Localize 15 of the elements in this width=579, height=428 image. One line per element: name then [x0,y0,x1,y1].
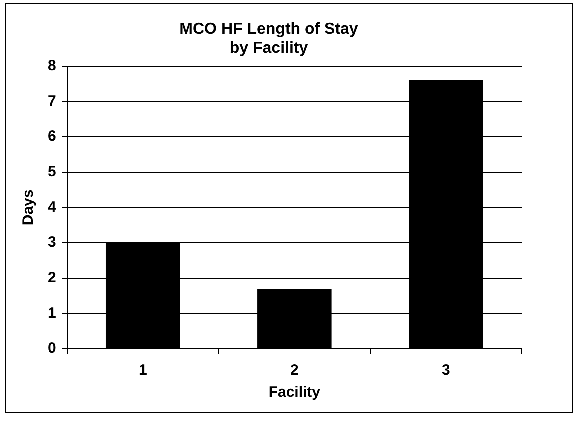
y-tick-label: 7 [48,92,56,110]
x-tick-label: 2 [290,362,299,380]
y-tick-label: 2 [48,269,56,286]
y-tick-label: 4 [48,198,57,216]
x-axis-title: Facility [268,384,322,402]
y-tick-label: 5 [48,164,56,181]
y-tick-label: 3 [48,234,56,252]
y-tick-label: 0 [48,340,56,358]
chart-title: MCO HF Length of Stay by Facility [180,21,358,58]
y-axis-title: Days [20,190,38,226]
y-tick-label: 8 [48,58,56,75]
x-tick-label: 3 [442,362,450,380]
y-tick-label: 6 [48,128,56,146]
x-tick-label: 1 [138,362,148,380]
y-tick-label: 1 [48,304,56,322]
